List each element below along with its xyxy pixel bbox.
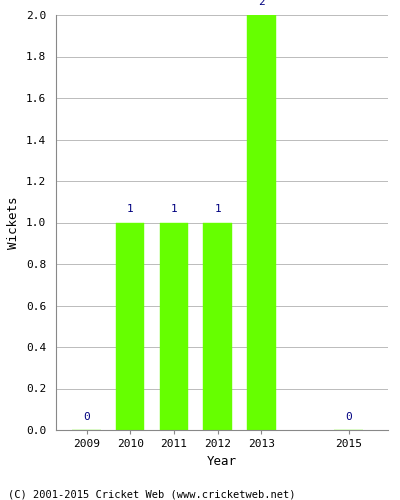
Bar: [116, 222, 144, 430]
Bar: [160, 222, 188, 430]
X-axis label: Year: Year: [207, 454, 237, 468]
Text: 0: 0: [83, 412, 90, 422]
Bar: [204, 222, 232, 430]
Y-axis label: Wickets: Wickets: [8, 196, 20, 248]
Text: 0: 0: [345, 412, 352, 422]
Bar: [247, 15, 276, 430]
Text: 1: 1: [127, 204, 134, 214]
Text: 1: 1: [170, 204, 177, 214]
Text: 2: 2: [258, 0, 265, 6]
Text: 1: 1: [214, 204, 221, 214]
Text: (C) 2001-2015 Cricket Web (www.cricketweb.net): (C) 2001-2015 Cricket Web (www.cricketwe…: [8, 490, 296, 500]
